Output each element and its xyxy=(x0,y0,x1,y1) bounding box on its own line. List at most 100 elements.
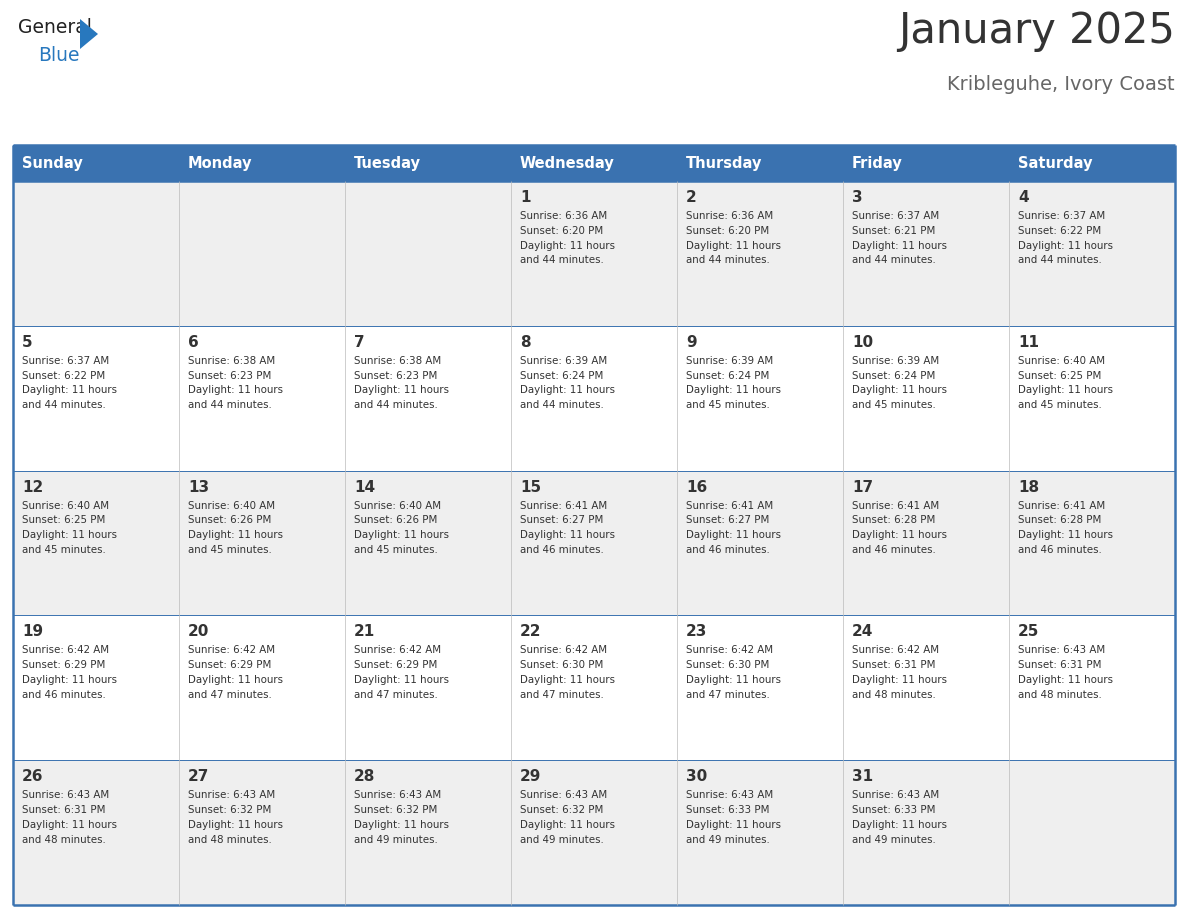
Bar xyxy=(677,471,843,615)
Text: Sunset: 6:26 PM: Sunset: 6:26 PM xyxy=(354,515,437,525)
Text: Sunrise: 6:41 AM: Sunrise: 6:41 AM xyxy=(852,500,940,510)
Text: Sunset: 6:25 PM: Sunset: 6:25 PM xyxy=(23,515,106,525)
Text: and 48 minutes.: and 48 minutes. xyxy=(188,834,272,845)
Text: 31: 31 xyxy=(852,769,873,784)
Bar xyxy=(843,181,1009,326)
Bar xyxy=(179,181,345,326)
Text: Daylight: 11 hours: Daylight: 11 hours xyxy=(188,386,283,396)
Text: 6: 6 xyxy=(188,335,198,350)
Text: and 44 minutes.: and 44 minutes. xyxy=(520,400,604,410)
Text: 5: 5 xyxy=(23,335,32,350)
Text: Wednesday: Wednesday xyxy=(520,155,614,171)
Text: Sunrise: 6:42 AM: Sunrise: 6:42 AM xyxy=(520,645,607,655)
Bar xyxy=(677,760,843,905)
Bar xyxy=(1009,145,1175,181)
Bar xyxy=(843,760,1009,905)
Text: Sunrise: 6:42 AM: Sunrise: 6:42 AM xyxy=(852,645,940,655)
Bar xyxy=(843,326,1009,471)
Bar xyxy=(843,615,1009,760)
Text: Sunset: 6:32 PM: Sunset: 6:32 PM xyxy=(188,805,271,815)
Text: Daylight: 11 hours: Daylight: 11 hours xyxy=(520,820,615,830)
Bar xyxy=(1009,615,1175,760)
Text: Sunset: 6:30 PM: Sunset: 6:30 PM xyxy=(520,660,604,670)
Text: 14: 14 xyxy=(354,479,375,495)
Text: Sunrise: 6:37 AM: Sunrise: 6:37 AM xyxy=(23,356,109,365)
Bar xyxy=(1009,471,1175,615)
Text: Sunrise: 6:40 AM: Sunrise: 6:40 AM xyxy=(354,500,441,510)
Text: Daylight: 11 hours: Daylight: 11 hours xyxy=(520,241,615,251)
Text: Daylight: 11 hours: Daylight: 11 hours xyxy=(685,675,781,685)
Text: and 45 minutes.: and 45 minutes. xyxy=(23,545,106,555)
Text: and 46 minutes.: and 46 minutes. xyxy=(852,545,936,555)
Text: 23: 23 xyxy=(685,624,707,640)
Text: Sunrise: 6:40 AM: Sunrise: 6:40 AM xyxy=(23,500,109,510)
Text: Daylight: 11 hours: Daylight: 11 hours xyxy=(852,241,947,251)
Text: and 49 minutes.: and 49 minutes. xyxy=(852,834,936,845)
Text: Sunrise: 6:42 AM: Sunrise: 6:42 AM xyxy=(354,645,441,655)
Bar xyxy=(843,471,1009,615)
Text: and 47 minutes.: and 47 minutes. xyxy=(188,689,272,700)
Text: Sunrise: 6:39 AM: Sunrise: 6:39 AM xyxy=(852,356,940,365)
Text: Sunrise: 6:43 AM: Sunrise: 6:43 AM xyxy=(852,790,940,800)
Text: 26: 26 xyxy=(23,769,44,784)
Text: Daylight: 11 hours: Daylight: 11 hours xyxy=(23,820,116,830)
Text: Daylight: 11 hours: Daylight: 11 hours xyxy=(1018,675,1113,685)
Text: 13: 13 xyxy=(188,479,209,495)
Text: Saturday: Saturday xyxy=(1018,155,1093,171)
Text: Sunrise: 6:41 AM: Sunrise: 6:41 AM xyxy=(1018,500,1105,510)
Text: 28: 28 xyxy=(354,769,375,784)
Text: Daylight: 11 hours: Daylight: 11 hours xyxy=(354,386,449,396)
Text: Daylight: 11 hours: Daylight: 11 hours xyxy=(23,386,116,396)
Text: Daylight: 11 hours: Daylight: 11 hours xyxy=(354,675,449,685)
Text: Sunrise: 6:43 AM: Sunrise: 6:43 AM xyxy=(1018,645,1105,655)
Text: and 45 minutes.: and 45 minutes. xyxy=(1018,400,1101,410)
Text: Kribleguhe, Ivory Coast: Kribleguhe, Ivory Coast xyxy=(947,75,1175,94)
Text: and 47 minutes.: and 47 minutes. xyxy=(520,689,604,700)
Bar xyxy=(677,181,843,326)
Text: 25: 25 xyxy=(1018,624,1040,640)
Text: and 44 minutes.: and 44 minutes. xyxy=(188,400,272,410)
Text: 17: 17 xyxy=(852,479,873,495)
Text: Sunrise: 6:39 AM: Sunrise: 6:39 AM xyxy=(520,356,607,365)
Text: 15: 15 xyxy=(520,479,541,495)
Text: Daylight: 11 hours: Daylight: 11 hours xyxy=(1018,241,1113,251)
Text: 29: 29 xyxy=(520,769,542,784)
Text: Sunrise: 6:42 AM: Sunrise: 6:42 AM xyxy=(685,645,773,655)
Text: Sunset: 6:20 PM: Sunset: 6:20 PM xyxy=(520,226,604,236)
Text: 22: 22 xyxy=(520,624,542,640)
Text: Daylight: 11 hours: Daylight: 11 hours xyxy=(520,531,615,540)
Text: Sunset: 6:30 PM: Sunset: 6:30 PM xyxy=(685,660,770,670)
Bar xyxy=(345,145,511,181)
Bar xyxy=(13,471,179,615)
Text: Daylight: 11 hours: Daylight: 11 hours xyxy=(520,675,615,685)
Text: 3: 3 xyxy=(852,190,862,205)
Text: and 47 minutes.: and 47 minutes. xyxy=(354,689,437,700)
Text: Sunset: 6:24 PM: Sunset: 6:24 PM xyxy=(685,371,770,381)
Bar xyxy=(677,615,843,760)
Text: Daylight: 11 hours: Daylight: 11 hours xyxy=(852,386,947,396)
Text: and 45 minutes.: and 45 minutes. xyxy=(852,400,936,410)
Text: 12: 12 xyxy=(23,479,43,495)
Bar xyxy=(345,326,511,471)
Text: and 47 minutes.: and 47 minutes. xyxy=(685,689,770,700)
Bar xyxy=(843,145,1009,181)
Text: 1: 1 xyxy=(520,190,531,205)
Bar xyxy=(677,145,843,181)
Text: Sunset: 6:31 PM: Sunset: 6:31 PM xyxy=(852,660,935,670)
Text: Sunrise: 6:36 AM: Sunrise: 6:36 AM xyxy=(685,211,773,221)
Text: Sunrise: 6:41 AM: Sunrise: 6:41 AM xyxy=(685,500,773,510)
Text: and 44 minutes.: and 44 minutes. xyxy=(23,400,106,410)
Text: Daylight: 11 hours: Daylight: 11 hours xyxy=(23,675,116,685)
Text: Sunset: 6:27 PM: Sunset: 6:27 PM xyxy=(685,515,770,525)
Text: Sunset: 6:20 PM: Sunset: 6:20 PM xyxy=(685,226,770,236)
Text: Thursday: Thursday xyxy=(685,155,763,171)
Bar xyxy=(13,615,179,760)
Text: Sunset: 6:23 PM: Sunset: 6:23 PM xyxy=(354,371,437,381)
Text: and 44 minutes.: and 44 minutes. xyxy=(685,255,770,265)
Text: 2: 2 xyxy=(685,190,696,205)
Text: Sunset: 6:22 PM: Sunset: 6:22 PM xyxy=(23,371,106,381)
Bar xyxy=(677,326,843,471)
Text: Sunset: 6:23 PM: Sunset: 6:23 PM xyxy=(188,371,271,381)
Text: and 49 minutes.: and 49 minutes. xyxy=(354,834,437,845)
Text: 21: 21 xyxy=(354,624,375,640)
